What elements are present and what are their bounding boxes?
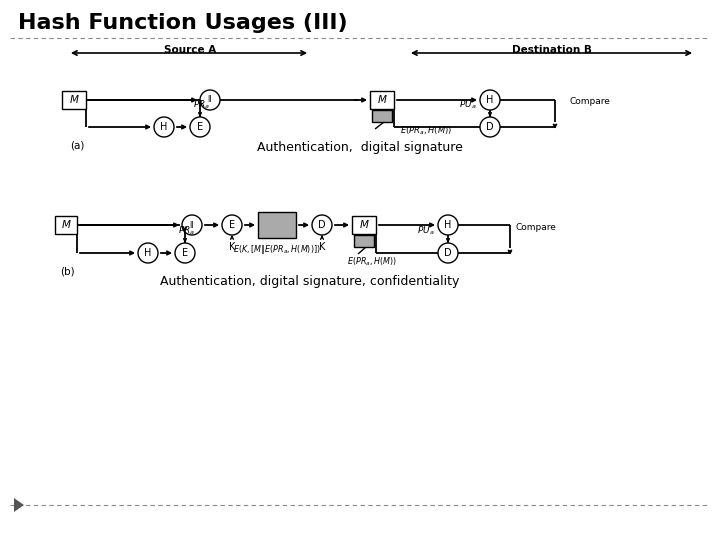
Text: K: K [319, 242, 325, 252]
Text: $PR_a$: $PR_a$ [179, 225, 196, 237]
Circle shape [138, 243, 158, 263]
Text: $PU_a$: $PU_a$ [418, 225, 435, 237]
Text: E: E [229, 220, 235, 230]
Circle shape [438, 243, 458, 263]
Text: E: E [197, 122, 203, 132]
Text: (a): (a) [70, 140, 84, 150]
Text: Compare: Compare [570, 98, 611, 106]
Text: $E(PR_a, H(M))$: $E(PR_a, H(M))$ [400, 125, 452, 137]
Bar [370, 91, 394, 109]
Text: $PU_a$: $PU_a$ [459, 99, 477, 111]
Text: $PR_a$: $PR_a$ [194, 99, 210, 111]
Text: Destination B: Destination B [512, 45, 592, 55]
Text: H: H [444, 220, 451, 230]
Text: D: D [318, 220, 326, 230]
Text: H: H [144, 248, 152, 258]
Circle shape [190, 117, 210, 137]
Text: D: D [486, 122, 494, 132]
Bar [62, 91, 86, 109]
Text: M: M [377, 95, 387, 105]
Text: $E(PR_a, H(M))$: $E(PR_a, H(M))$ [347, 256, 397, 268]
Text: Compare: Compare [515, 222, 556, 232]
Text: (b): (b) [60, 266, 75, 276]
Text: M: M [359, 220, 369, 230]
Text: M: M [61, 220, 71, 230]
Polygon shape [14, 498, 24, 512]
Circle shape [154, 117, 174, 137]
Text: H: H [161, 122, 168, 132]
Bar [55, 216, 77, 234]
Text: K: K [229, 242, 235, 252]
Bar [258, 212, 296, 238]
Bar [372, 110, 392, 122]
Circle shape [438, 215, 458, 235]
Text: M: M [70, 95, 78, 105]
Circle shape [480, 90, 500, 110]
Text: II: II [190, 220, 194, 230]
Circle shape [480, 117, 500, 137]
Circle shape [182, 215, 202, 235]
Text: II: II [208, 96, 212, 105]
Text: H: H [486, 95, 494, 105]
Text: Hash Function Usages (III): Hash Function Usages (III) [18, 13, 348, 33]
Bar [354, 235, 374, 247]
Circle shape [175, 243, 195, 263]
Text: $E(K, [M \| E(PR_a, H(M))])$: $E(K, [M \| E(PR_a, H(M))])$ [233, 244, 321, 256]
Circle shape [200, 90, 220, 110]
Text: E: E [182, 248, 188, 258]
Text: Authentication, digital signature, confidentiality: Authentication, digital signature, confi… [161, 275, 459, 288]
Bar [352, 216, 376, 234]
Text: D: D [444, 248, 452, 258]
Text: Source A: Source A [164, 45, 216, 55]
Circle shape [312, 215, 332, 235]
Circle shape [222, 215, 242, 235]
Text: Authentication,  digital signature: Authentication, digital signature [257, 140, 463, 153]
